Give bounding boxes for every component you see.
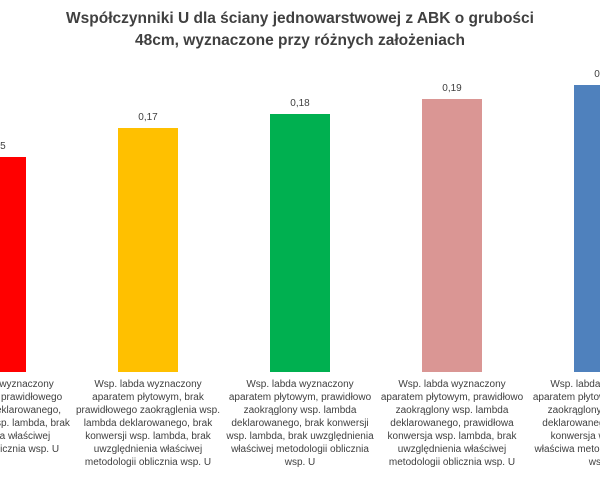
bar bbox=[422, 99, 482, 372]
x-tick-label: Wsp. labda wyznaczony aparatem płytowym,… bbox=[532, 379, 600, 468]
bar bbox=[118, 128, 178, 372]
x-tick-label: Wsp. labda wyznaczony aparatem płytowym,… bbox=[380, 379, 524, 468]
bar bbox=[574, 85, 600, 372]
value-label: 0,15 bbox=[0, 140, 6, 152]
value-label: 0,18 bbox=[290, 97, 310, 109]
x-tick-label: Wsp. labda wyznaczony aparatem płytowym,… bbox=[226, 379, 374, 468]
value-label: 0,19 bbox=[442, 83, 462, 95]
x-tick-label: Wsp. labda wyznaczony aparatem płytowym,… bbox=[76, 379, 220, 468]
x-tick-label: Wsp. lambda wyznaczony isometem, brak pr… bbox=[0, 379, 70, 455]
value-label: 0,17 bbox=[138, 112, 158, 124]
bar bbox=[0, 156, 26, 372]
bar bbox=[270, 113, 330, 372]
value-label: 0,20 bbox=[594, 69, 600, 80]
chart-title: Współczynniki U dla ściany jednowarstwow… bbox=[66, 10, 534, 49]
